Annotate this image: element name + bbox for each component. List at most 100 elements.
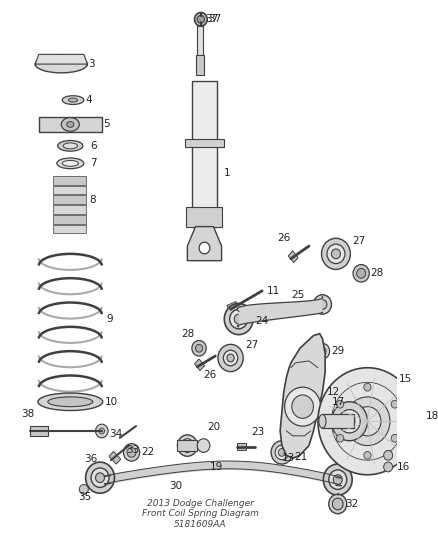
Circle shape xyxy=(218,344,243,372)
Text: 5: 5 xyxy=(103,119,110,130)
Text: 7: 7 xyxy=(90,158,97,168)
Circle shape xyxy=(329,494,347,514)
Text: 16: 16 xyxy=(397,462,410,472)
Bar xyxy=(192,80,217,227)
Circle shape xyxy=(314,295,332,314)
Text: 8: 8 xyxy=(89,195,96,205)
Circle shape xyxy=(192,341,206,356)
Circle shape xyxy=(91,468,109,487)
Ellipse shape xyxy=(184,442,191,449)
Text: 15: 15 xyxy=(399,374,412,384)
Polygon shape xyxy=(237,297,323,327)
Text: 32: 32 xyxy=(345,499,358,509)
Ellipse shape xyxy=(61,118,79,131)
Ellipse shape xyxy=(68,98,78,102)
Circle shape xyxy=(364,383,371,391)
Bar xyxy=(177,440,197,451)
Ellipse shape xyxy=(48,397,93,407)
Circle shape xyxy=(391,434,398,442)
Circle shape xyxy=(323,464,352,495)
Circle shape xyxy=(345,397,390,446)
Ellipse shape xyxy=(63,143,78,149)
Polygon shape xyxy=(280,334,325,458)
Ellipse shape xyxy=(275,445,289,459)
Polygon shape xyxy=(194,359,205,370)
Ellipse shape xyxy=(409,408,425,435)
Polygon shape xyxy=(53,176,85,185)
Text: 37: 37 xyxy=(205,14,219,25)
Text: 11: 11 xyxy=(267,286,280,296)
Bar xyxy=(322,415,354,428)
Ellipse shape xyxy=(278,448,286,456)
Circle shape xyxy=(336,400,344,408)
Polygon shape xyxy=(288,251,298,263)
Circle shape xyxy=(194,12,207,26)
Circle shape xyxy=(318,300,327,309)
Text: 24: 24 xyxy=(255,316,268,326)
Text: 22: 22 xyxy=(141,447,155,457)
Circle shape xyxy=(357,269,366,278)
Polygon shape xyxy=(39,117,102,132)
Circle shape xyxy=(344,415,355,427)
Text: 21: 21 xyxy=(294,453,308,462)
Circle shape xyxy=(127,448,136,457)
Text: 25: 25 xyxy=(291,290,304,300)
Text: 26: 26 xyxy=(204,369,217,379)
Polygon shape xyxy=(30,426,48,436)
Text: 9: 9 xyxy=(106,314,113,324)
Circle shape xyxy=(285,387,321,426)
Circle shape xyxy=(327,244,345,264)
Ellipse shape xyxy=(58,141,83,151)
Text: 28: 28 xyxy=(370,268,383,278)
Ellipse shape xyxy=(62,96,84,104)
Text: 10: 10 xyxy=(105,397,118,407)
Text: 17: 17 xyxy=(332,397,345,407)
Polygon shape xyxy=(237,442,246,450)
Ellipse shape xyxy=(181,439,194,453)
Circle shape xyxy=(353,264,369,282)
Circle shape xyxy=(230,309,248,329)
Polygon shape xyxy=(185,139,224,147)
Circle shape xyxy=(339,409,360,433)
Circle shape xyxy=(332,402,367,441)
Text: 37: 37 xyxy=(208,14,221,25)
Ellipse shape xyxy=(35,55,88,73)
Text: 23: 23 xyxy=(251,427,265,437)
Polygon shape xyxy=(227,302,240,313)
Polygon shape xyxy=(53,205,85,214)
Circle shape xyxy=(354,407,381,436)
Circle shape xyxy=(292,395,314,418)
Circle shape xyxy=(199,242,210,254)
Polygon shape xyxy=(187,227,222,261)
Circle shape xyxy=(318,368,417,475)
Circle shape xyxy=(321,238,350,269)
Circle shape xyxy=(384,462,393,472)
Text: 4: 4 xyxy=(85,95,92,105)
Ellipse shape xyxy=(412,411,422,431)
Ellipse shape xyxy=(62,160,78,166)
Text: 28: 28 xyxy=(181,328,194,338)
Circle shape xyxy=(364,451,371,459)
Polygon shape xyxy=(53,225,85,233)
Text: 27: 27 xyxy=(245,340,258,350)
Text: 36: 36 xyxy=(84,454,97,464)
Bar xyxy=(197,26,203,55)
Text: 3: 3 xyxy=(88,59,95,69)
Text: 27: 27 xyxy=(352,236,365,246)
Text: 1: 1 xyxy=(224,168,231,178)
Ellipse shape xyxy=(197,439,210,453)
Bar xyxy=(196,55,204,75)
Ellipse shape xyxy=(271,441,293,464)
Polygon shape xyxy=(53,215,85,224)
Polygon shape xyxy=(53,196,85,204)
Circle shape xyxy=(329,470,347,489)
Ellipse shape xyxy=(177,435,197,456)
Circle shape xyxy=(85,462,114,493)
Circle shape xyxy=(224,303,253,335)
Text: 26: 26 xyxy=(277,233,291,243)
Circle shape xyxy=(195,344,203,352)
Circle shape xyxy=(124,443,140,461)
Text: 2013 Dodge Challenger
Front Coil Spring Diagram
5181609AA: 2013 Dodge Challenger Front Coil Spring … xyxy=(141,499,258,529)
Circle shape xyxy=(319,348,326,355)
Polygon shape xyxy=(35,54,88,64)
